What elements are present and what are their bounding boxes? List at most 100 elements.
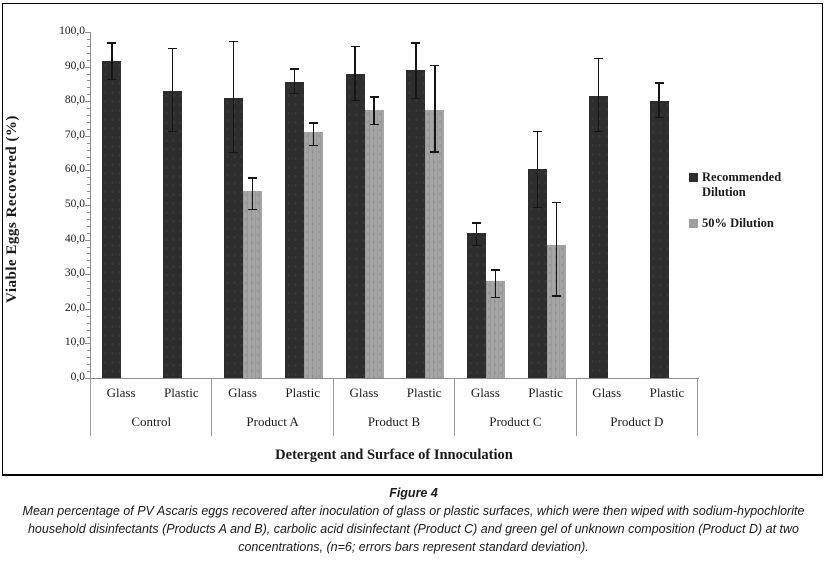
bar-recommended-product-a-glass (224, 97, 243, 378)
group-label: Control (131, 413, 172, 429)
error-bar-line (354, 45, 356, 102)
surface-label-plastic: Plastic (649, 384, 685, 400)
y-axis-tick-label: 30,0 (64, 267, 85, 280)
error-bar-cap-bottom (229, 151, 238, 154)
error-bar-cap-top (411, 42, 421, 44)
y-axis-minor-tick (87, 301, 90, 303)
error-bar-line (171, 47, 174, 133)
bar-50pct-product-c-plastic (547, 244, 566, 378)
error-bar-line (111, 42, 113, 81)
bar-50pct-product-b-plastic (425, 109, 445, 378)
error-bar-cap-top (369, 96, 379, 98)
error-bar-cap-top (248, 177, 257, 179)
y-axis-minor-tick (87, 364, 90, 366)
y-axis-minor-tick (87, 281, 90, 283)
bar-recommended-control-plastic (163, 90, 183, 378)
legend: Recommended Dilution 50% Dilution (689, 170, 815, 247)
y-axis-minor-tick (87, 232, 90, 234)
error-bar-cap-top (229, 40, 238, 43)
error-bar (350, 45, 360, 102)
y-axis-minor-tick (87, 350, 90, 352)
y-axis-minor-tick (87, 177, 90, 179)
y-axis-minor-tick (87, 73, 90, 75)
y-axis-minor-tick (87, 94, 90, 96)
bar-50pct-product-a-plastic (303, 132, 323, 378)
y-axis-tick-label: 100,0 (59, 25, 85, 37)
y-axis-minor-tick (87, 371, 90, 373)
bar-recommended-product-d-plastic (649, 101, 669, 378)
group-cell-product-b: Glass Plastic Product B (334, 378, 456, 436)
caption-title: Figure 4 (389, 486, 438, 500)
y-axis-minor-tick (87, 329, 90, 331)
surface-label-row: Glass Plastic (577, 378, 697, 407)
error-bar (308, 122, 318, 147)
error-bar (491, 269, 501, 299)
error-bar-cap-bottom (248, 208, 257, 211)
y-axis-minor-tick (87, 315, 90, 317)
group-cell-product-a: Glass Plastic Product A (212, 378, 334, 436)
legend-item-50-dilution: 50% Dilution (689, 216, 815, 231)
error-bar-cap-bottom (430, 151, 440, 154)
error-bar-line (312, 122, 315, 147)
group-label: Product D (610, 413, 664, 429)
error-bar-line (494, 269, 497, 299)
y-axis-major-tick (85, 101, 90, 103)
y-axis-minor-tick (87, 198, 90, 200)
bar-50pct-product-c-glass (486, 281, 506, 378)
y-axis-minor-tick (87, 357, 90, 359)
legend-label-50-dilution: 50% Dilution (702, 216, 774, 230)
error-bar-line (293, 68, 296, 95)
surface-label-plastic: Plastic (163, 384, 199, 400)
error-bar-line (658, 82, 660, 119)
error-bar (248, 177, 257, 211)
legend-swatch-50-dilution (689, 219, 698, 228)
y-axis-minor-tick (87, 267, 90, 269)
error-bar-cap-top (107, 42, 117, 44)
y-axis-minor-tick (87, 59, 90, 61)
y-axis-major-tick (85, 32, 90, 33)
error-bar-cap-bottom (308, 144, 318, 147)
y-axis-tick-label: 60,0 (64, 163, 85, 176)
y-axis-tick-label: 50,0 (64, 198, 85, 210)
y-axis-minor-tick (87, 322, 90, 324)
y-axis-minor-tick (87, 128, 90, 130)
error-bar-cap-bottom (168, 130, 178, 133)
y-axis-minor-tick (87, 191, 90, 193)
y-axis-minor-tick (87, 149, 90, 151)
y-axis-minor-tick (87, 156, 90, 158)
error-bar (168, 47, 178, 133)
error-bar-cap-bottom (491, 296, 501, 299)
y-axis-tick-label: 80,0 (64, 94, 85, 107)
y-axis-tick-label: 40,0 (64, 232, 85, 245)
y-axis-major-tick (85, 66, 90, 68)
group-cell-product-d: Glass Plastic Product D (577, 378, 699, 436)
y-axis-title: Viable Eggs Recovered (%) (4, 115, 20, 303)
error-bar-line (251, 177, 254, 211)
y-axis-major-tick (85, 378, 90, 379)
error-bar-cap-bottom (472, 244, 482, 247)
surface-label-plastic: Plastic (528, 384, 563, 400)
error-bar-cap-bottom (593, 130, 603, 133)
error-bar-cap-bottom (369, 123, 379, 126)
error-bar-line (597, 57, 600, 133)
error-bar-line (434, 64, 436, 154)
surface-label-row: Glass Plastic (334, 378, 454, 407)
y-axis-tick-label: 0,0 (70, 371, 85, 383)
y-axis-tick-label: 10,0 (64, 336, 85, 349)
surface-label-plastic: Plastic (285, 384, 321, 400)
surface-label-glass: Glass (106, 384, 136, 400)
legend-label-recommended-dilution: Recommended Dilution (702, 170, 782, 199)
surface-label-glass: Glass (592, 384, 622, 400)
bar-recommended-product-b-plastic (406, 70, 426, 378)
error-bar (369, 96, 379, 126)
figure-caption: Figure 4 Mean percentage of PV Ascaris e… (0, 486, 827, 556)
y-axis-minor-tick (87, 108, 90, 110)
y-axis-major-tick (85, 205, 90, 206)
y-axis-minor-tick (87, 288, 90, 289)
y-axis-minor-tick (87, 142, 90, 144)
plot-area: 0,0 10,0 20,0 30,0 40,0 50,0 60,0 70,0 80,0 90,0 1… (59, 25, 699, 383)
y-axis-minor-tick (87, 163, 90, 165)
error-bar-cap-top (491, 269, 501, 271)
y-axis-minor-tick (87, 225, 90, 227)
